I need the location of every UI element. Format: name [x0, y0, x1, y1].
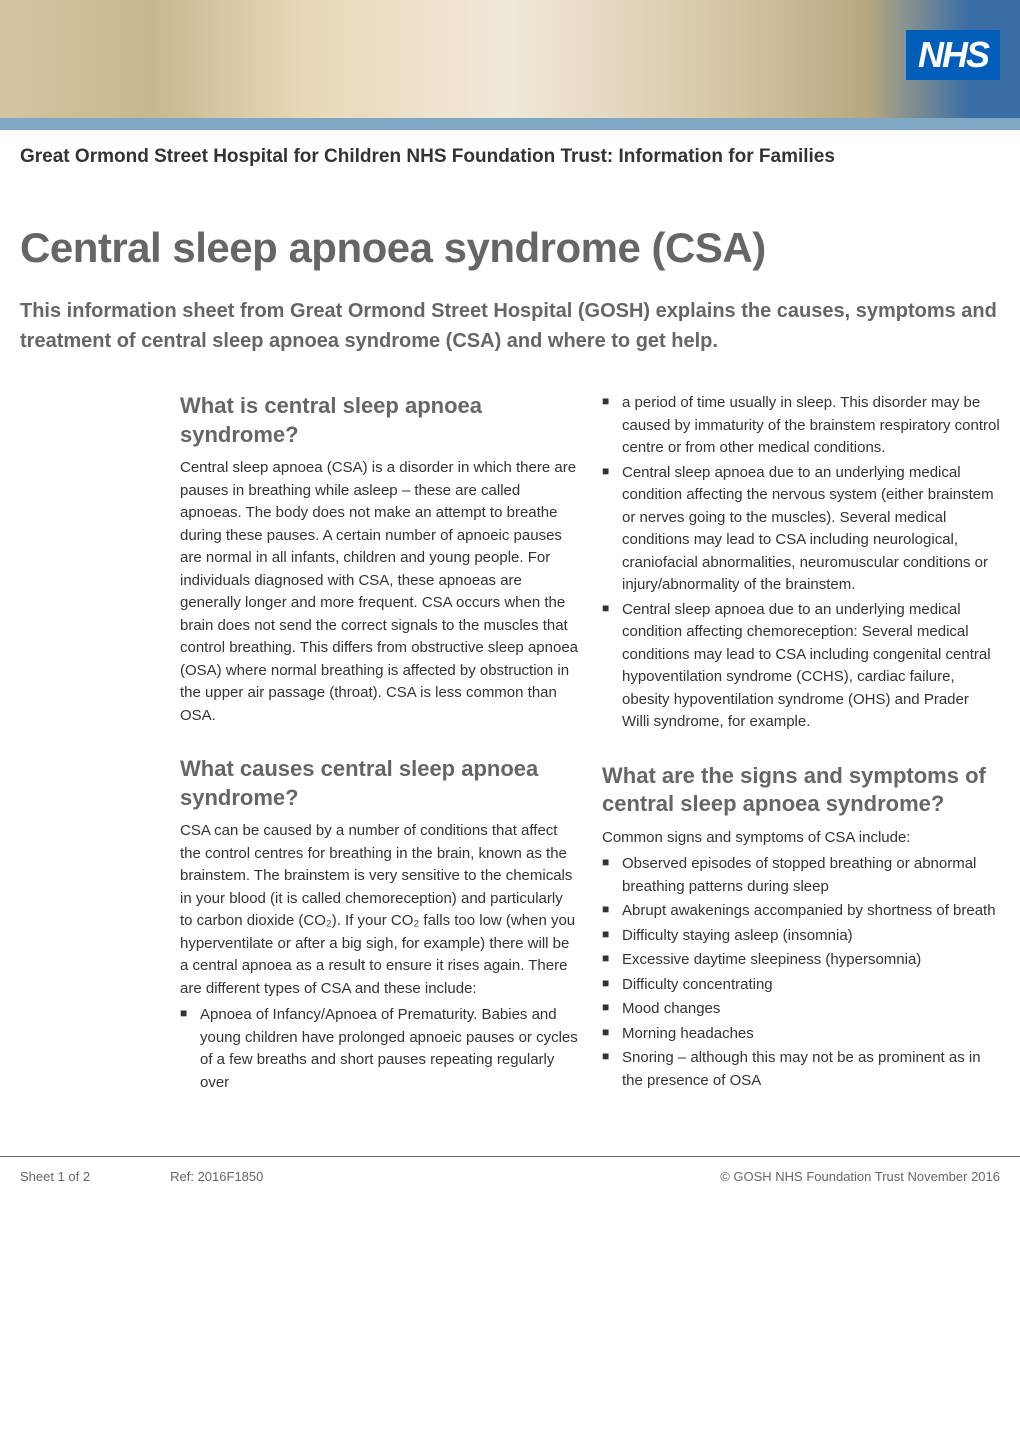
list-item: Abrupt awakenings accompanied by shortne…	[602, 900, 1000, 923]
page-title: Central sleep apnoea syndrome (CSA)	[20, 224, 1000, 272]
footer-sheet-number: Sheet 1 of 2	[20, 1169, 90, 1184]
section-heading-signs: What are the signs and symptoms of centr…	[602, 762, 1000, 819]
section-heading-what-is: What is central sleep apnoea syndrome?	[180, 392, 578, 449]
left-column: What is central sleep apnoea syndrome? C…	[180, 392, 578, 1096]
signs-intro: Common signs and symptoms of CSA include…	[602, 827, 1000, 850]
footer-reference: Ref: 2016F1850	[170, 1169, 263, 1184]
right-column: a period of time usually in sleep. This …	[602, 392, 1000, 1096]
banner-subtitle: Great Ormond Street Hospital for Childre…	[0, 130, 1020, 184]
col2-continuation-bullets: a period of time usually in sleep. This …	[602, 392, 1000, 460]
list-item: Central sleep apnoea due to an underlyin…	[602, 599, 1000, 734]
intro-paragraph: This information sheet from Great Ormond…	[20, 296, 1000, 356]
list-item: Observed episodes of stopped breathing o…	[602, 853, 1000, 898]
header-banner-image: NHS	[0, 0, 1020, 130]
what-is-body: Central sleep apnoea (CSA) is a disorder…	[180, 457, 578, 727]
two-column-layout: What is central sleep apnoea syndrome? C…	[20, 392, 1000, 1096]
list-item: a period of time usually in sleep. This …	[602, 392, 1000, 460]
continuation-text: a period of time usually in sleep. This …	[602, 392, 1000, 460]
col2-bullets: Central sleep apnoea due to an underlyin…	[602, 462, 1000, 734]
what-causes-bullets: Apnoea of Infancy/Apnoea of Prematurity.…	[180, 1004, 578, 1094]
list-item: Snoring – although this may not be as pr…	[602, 1047, 1000, 1092]
list-item: Central sleep apnoea due to an underlyin…	[602, 462, 1000, 597]
list-item: Morning headaches	[602, 1023, 1000, 1046]
list-item: Mood changes	[602, 998, 1000, 1021]
what-causes-body: CSA can be caused by a number of conditi…	[180, 820, 578, 1000]
main-content: Central sleep apnoea syndrome (CSA) This…	[0, 184, 1020, 1136]
list-item: Difficulty staying asleep (insomnia)	[602, 925, 1000, 948]
footer-copyright: © GOSH NHS Foundation Trust November 201…	[720, 1169, 1000, 1184]
footer-left: Sheet 1 of 2 Ref: 2016F1850	[20, 1169, 263, 1184]
signs-bullets: Observed episodes of stopped breathing o…	[602, 853, 1000, 1092]
nhs-logo: NHS	[906, 30, 1000, 80]
page-footer: Sheet 1 of 2 Ref: 2016F1850 © GOSH NHS F…	[0, 1156, 1020, 1196]
section-heading-what-causes: What causes central sleep apnoea syndrom…	[180, 755, 578, 812]
list-item: Apnoea of Infancy/Apnoea of Prematurity.…	[180, 1004, 578, 1094]
list-item: Difficulty concentrating	[602, 974, 1000, 997]
list-item: Excessive daytime sleepiness (hypersomni…	[602, 949, 1000, 972]
